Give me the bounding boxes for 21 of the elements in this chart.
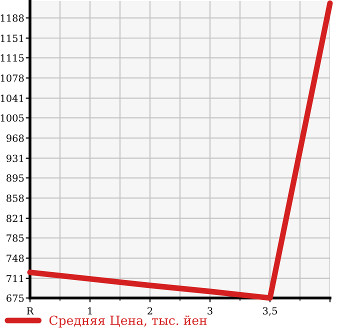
y-tick-label: 1005 bbox=[0, 114, 24, 122]
y-tick-label: 675 bbox=[6, 294, 24, 302]
x-tick-label: 1 bbox=[88, 307, 92, 314]
x-tick-label: 3,5 bbox=[263, 307, 277, 316]
y-tick-label: 1078 bbox=[0, 74, 24, 82]
y-tick-label: 748 bbox=[6, 254, 24, 262]
x-tick-label: 2 bbox=[148, 307, 152, 314]
y-tick-label: 1115 bbox=[0, 54, 24, 62]
y-tick-label: 858 bbox=[6, 194, 24, 202]
y-tick-label: 1041 bbox=[0, 94, 24, 102]
y-tick-label: 711 bbox=[6, 274, 24, 282]
y-tick-label: 968 bbox=[6, 134, 24, 142]
y-tick-label: 1188 bbox=[0, 14, 24, 22]
y-tick-label: 821 bbox=[6, 214, 24, 222]
x-tick-label: 3 bbox=[208, 307, 212, 315]
y-tick-label: 895 bbox=[6, 174, 24, 182]
y-tick-label: 1151 bbox=[0, 34, 24, 42]
x-tick-label: R bbox=[26, 307, 34, 314]
legend-label: Средняя Цена, тыс. йен bbox=[49, 316, 207, 328]
y-tick-label: 931 bbox=[6, 154, 24, 162]
y-tick-label: 785 bbox=[6, 234, 24, 242]
